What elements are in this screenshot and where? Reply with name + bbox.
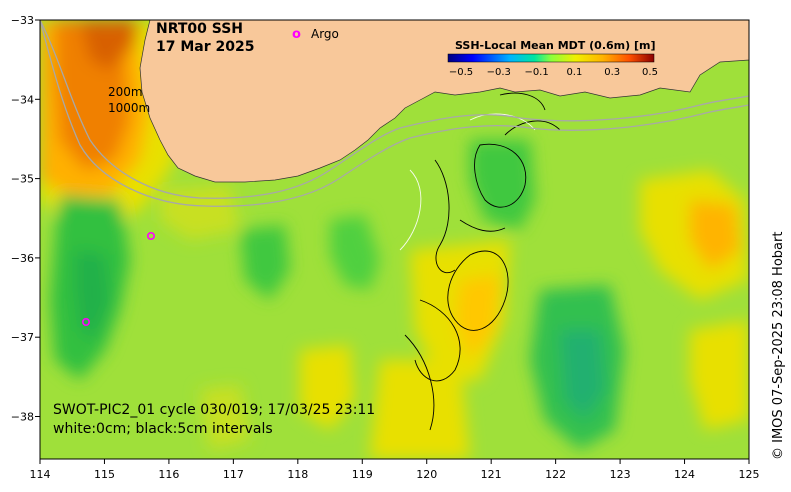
colorbar-tick-label: −0.5	[449, 67, 473, 78]
colorbar: SSH-Local Mean MDT (0.6m) [m] −0.5 −0.3 −0…	[447, 39, 658, 78]
depth-label-1000m: 1000m	[108, 101, 150, 115]
map-date: 17 Mar 2025	[156, 39, 254, 55]
zero-contours	[399, 113, 536, 251]
colorbar-title: SSH-Local Mean MDT (0.6m) [m]	[455, 39, 655, 52]
colorbar-ticks: −0.5 −0.3 −0.1 0.1 0.3 0.5	[449, 67, 658, 78]
credit-label: © IMOS 07-Sep-2025 23:08 Hobart	[771, 232, 786, 460]
x-tick-label: 119	[352, 468, 373, 481]
y-tick-label: −33	[11, 14, 34, 27]
argo-float	[147, 232, 156, 241]
colorbar-gradient	[447, 53, 655, 63]
ssh-anomaly-field	[40, 20, 748, 459]
y-tick-label: −35	[11, 173, 34, 186]
plot-area	[40, 20, 749, 459]
x-tick-label: 118	[287, 468, 308, 481]
map-title: NRT00 SSH	[156, 21, 243, 37]
depth-label-200m: 200m	[108, 85, 143, 99]
y-tick-label: −37	[11, 331, 34, 344]
y-tick-label: −36	[11, 252, 34, 265]
x-tick-label: 125	[739, 468, 760, 481]
argo-float-marker: o	[292, 27, 301, 42]
ssh-contours	[404, 92, 561, 431]
x-axis: 114 115 116 117 118 119 120 121 122 123 124 125	[30, 459, 760, 481]
argo-legend-label: Argo	[311, 27, 339, 41]
x-tick-label: 121	[481, 468, 502, 481]
colorbar-tick-label: 0.3	[604, 67, 620, 78]
x-tick-label: 114	[30, 468, 51, 481]
x-tick-label: 115	[94, 468, 115, 481]
x-tick-label: 122	[545, 468, 566, 481]
x-tick-label: 120	[416, 468, 437, 481]
x-tick-label: 124	[674, 468, 695, 481]
swot-info: SWOT-PIC2_01 cycle 030/019; 17/03/25 23:…	[53, 402, 375, 418]
y-tick-label: −34	[11, 93, 34, 106]
contour-info: white:0cm; black:5cm intervals	[53, 421, 273, 437]
colorbar-tick-label: 0.1	[566, 67, 582, 78]
colorbar-tick-label: 0.5	[642, 67, 658, 78]
x-tick-label: 123	[610, 468, 631, 481]
isobaths	[40, 20, 749, 207]
y-tick-label: −38	[11, 411, 34, 424]
x-tick-label: 116	[158, 468, 179, 481]
argo-float	[82, 317, 91, 326]
colorbar-tick-label: −0.1	[524, 67, 548, 78]
plot-frame	[39, 19, 750, 460]
x-tick-label: 117	[223, 468, 244, 481]
colorbar-tick-label: −0.3	[487, 67, 511, 78]
y-axis: −33 −34 −35 −36 −37 −38	[11, 14, 40, 424]
